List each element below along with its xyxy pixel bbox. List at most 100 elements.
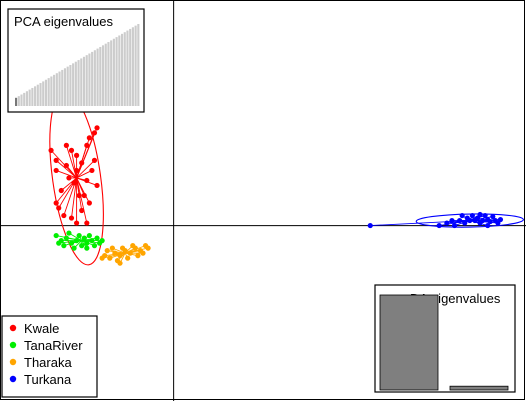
kwale-point xyxy=(71,180,77,186)
pca-eigenvalue-bar xyxy=(47,78,50,106)
pca-eigenvalue-bar xyxy=(134,25,137,106)
pca-eigenvalue-bar xyxy=(101,45,105,106)
turkana-point xyxy=(482,212,488,219)
turkana-point xyxy=(449,217,455,224)
kwale-point xyxy=(84,142,90,148)
pca-eigenvalue-bar xyxy=(80,58,83,106)
pca-eigenvalue-bar xyxy=(61,69,64,106)
turkana-point xyxy=(487,218,493,225)
kwale-point xyxy=(76,192,82,199)
tanariver-point xyxy=(53,232,59,239)
legend-items: Kwale TanaRiver Tharaka Turkana xyxy=(9,321,83,387)
turkana-point xyxy=(477,211,483,218)
legend-swatch xyxy=(9,324,17,332)
tharaka-point xyxy=(140,250,146,256)
tharaka-point xyxy=(112,250,118,256)
pca-eigenvalue-bar xyxy=(85,55,88,106)
tharaka-point xyxy=(125,255,131,261)
tanariver-point xyxy=(71,245,77,251)
tanariver-point xyxy=(91,243,98,249)
tanariver-point xyxy=(86,232,92,239)
tanariver-point xyxy=(84,240,90,246)
kwale-ray xyxy=(66,165,77,179)
pca-eigenvalue-bar xyxy=(131,27,134,107)
turkana-point xyxy=(485,222,491,229)
kwale-point xyxy=(53,157,59,163)
turkana-point xyxy=(469,212,475,219)
pca-eigenvalue-bar xyxy=(15,97,18,106)
kwale-point xyxy=(53,200,59,206)
tharaka-point xyxy=(127,250,133,256)
tanariver-point xyxy=(61,243,67,249)
pca-eigenvalue-bar xyxy=(36,84,39,106)
pca-eigenvalue-bar xyxy=(53,74,56,106)
tharaka-point xyxy=(109,245,115,251)
tharaka-point xyxy=(107,255,113,261)
kwale-ray xyxy=(71,150,78,179)
kwale-point xyxy=(79,160,85,166)
kwale-ray xyxy=(60,177,77,191)
kwale-point xyxy=(58,187,64,194)
pca-eigenvalue-bar xyxy=(104,43,107,106)
pca-eigenvalue-bar xyxy=(120,33,124,107)
kwale-point xyxy=(63,162,69,169)
turkana-point xyxy=(436,222,442,229)
series-turkana xyxy=(367,211,524,229)
legend: Kwale TanaRiver Tharaka Turkana xyxy=(1,315,98,398)
pca-eigenvalue-bar xyxy=(63,68,67,106)
pca-eigenvalue-bar xyxy=(96,48,99,106)
legend-label: Turkana xyxy=(24,372,72,387)
kwale-point xyxy=(74,167,80,174)
kwale-point xyxy=(66,175,72,181)
tanariver-point xyxy=(68,240,75,246)
pca-eigenvalue-bar xyxy=(137,24,140,106)
legend-swatch xyxy=(9,375,17,383)
pca-eigenvalue-bar xyxy=(28,89,31,106)
kwale-ray xyxy=(76,177,90,204)
pca-eigenvalue-bar xyxy=(129,28,132,107)
pca-eigenvalue-bar xyxy=(72,63,75,106)
tharaka-point xyxy=(117,260,123,266)
pca-inset-title: PCA eigenvalues xyxy=(14,14,114,29)
kwale-point xyxy=(84,220,90,226)
pca-eigenvalue-bar xyxy=(107,42,110,106)
pca-eigenvalue-bar xyxy=(31,87,34,106)
kwale-point xyxy=(94,125,100,131)
tharaka-point xyxy=(99,255,105,261)
legend-item-tharaka: Tharaka xyxy=(9,355,72,370)
pca-eigenvalue-bar xyxy=(82,56,86,106)
kwale-point xyxy=(91,130,98,136)
tanariver-point xyxy=(66,230,72,236)
legend-label: Tharaka xyxy=(24,355,72,370)
pca-eigenvalue-bar xyxy=(88,53,91,106)
tharaka-point xyxy=(135,253,141,259)
turkana-point xyxy=(367,222,373,229)
tanariver-point xyxy=(81,235,87,241)
pca-eigenvalue-bar xyxy=(69,65,72,106)
pca-eigenvalue-bar xyxy=(118,35,121,107)
turkana-inertia-ellipse xyxy=(415,213,524,228)
pca-eigenvalue-bar xyxy=(110,40,113,106)
tanariver-point xyxy=(79,243,85,249)
pca-eigenvalue-bar xyxy=(74,61,77,106)
kwale-point xyxy=(56,205,62,211)
tharaka-point xyxy=(117,253,123,259)
kwale-ray xyxy=(76,170,93,179)
pca-eigenvalue-bar xyxy=(23,92,26,106)
pca-eigenvalue-bar xyxy=(42,81,45,106)
turkana-point xyxy=(462,220,468,226)
tanariver-point xyxy=(99,238,105,244)
pca-eigenvalue-bar xyxy=(20,94,23,106)
pca-eigenvalue-bar xyxy=(58,71,61,106)
kwale-point xyxy=(86,200,92,206)
turkana-point xyxy=(490,213,496,220)
tharaka-point xyxy=(130,243,136,249)
pca-bars xyxy=(15,24,140,107)
kwale-point xyxy=(86,135,92,141)
tharaka-point xyxy=(119,245,126,251)
pca-eigenvalue-bar xyxy=(50,76,53,106)
kwale-point xyxy=(61,212,67,219)
da-bars xyxy=(379,294,509,391)
turkana-point xyxy=(444,220,450,226)
